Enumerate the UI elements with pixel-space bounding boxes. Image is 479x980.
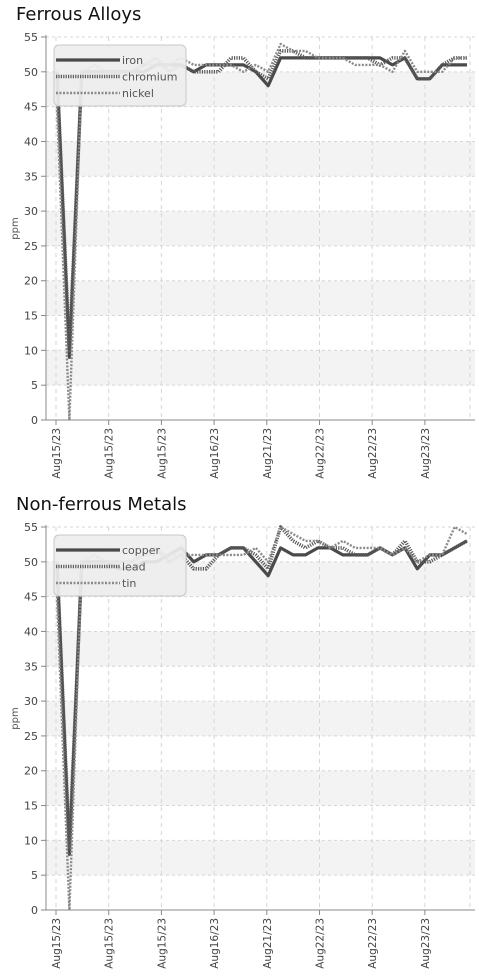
x-tick-label: Aug15/23 [156, 428, 168, 479]
y-tick-label: 50 [24, 556, 38, 569]
chart-panel-nonferrous: Non-ferrous Metals 0 5 10 15 20 25 30 35 40 45 50 5… [0, 490, 479, 980]
x-tick-label: Aug15/23 [51, 918, 63, 969]
y-tick-label: 15 [24, 310, 38, 323]
chart-title: Non-ferrous Metals [16, 494, 187, 515]
x-tick-label: Aug22/23 [315, 918, 327, 969]
x-tick-label: Aug23/23 [420, 428, 432, 479]
x-tick-label: Aug21/23 [262, 428, 274, 479]
x-tick-label: Aug22/23 [367, 428, 379, 479]
y-tick-label: 55 [24, 521, 38, 534]
x-tick-label: Aug16/23 [209, 428, 221, 479]
y-tick-label: 45 [24, 591, 38, 604]
grid-band [46, 350, 475, 386]
y-tick-label: 30 [24, 205, 38, 218]
y-tick-label: 25 [24, 240, 38, 253]
x-tick-label: Aug22/23 [315, 428, 327, 479]
grid-band [46, 280, 475, 316]
y-tick-label: 10 [24, 834, 38, 847]
chart-panel-ferrous: Ferrous Alloys 0 5 10 15 20 25 30 35 40 45 50 55 Aug… [10, 4, 475, 479]
y-grid: 0 5 10 15 20 25 30 35 40 45 50 55 [24, 31, 475, 427]
x-tick-label: Aug23/23 [420, 918, 432, 969]
x-grid: Aug15/23 Aug15/23 Aug15/23 Aug16/23 Aug21/23… [51, 37, 471, 479]
x-tick-label: Aug15/23 [156, 918, 168, 969]
legend-label-nickel: nickel [122, 87, 154, 100]
y-grid: 0 5 10 15 20 25 30 35 40 45 50 55 [24, 521, 475, 917]
y-tick-label: 5 [31, 869, 38, 882]
legend-label-tin: tin [122, 577, 136, 590]
series-line-nickel [55, 42, 467, 420]
y-tick-label: 20 [24, 765, 38, 778]
legend-label-lead: lead [122, 561, 146, 574]
y-tick-label: 0 [31, 904, 38, 917]
grid-band [46, 701, 475, 736]
x-grid: Aug15/23 Aug15/23 Aug15/23 Aug16/23 Aug21/23… [51, 527, 471, 969]
y-tick-label: 35 [24, 660, 38, 673]
grid-band [46, 770, 475, 806]
y-tick-label: 25 [24, 730, 38, 743]
legend: iron chromium nickel [53, 44, 187, 107]
y-tick-label: 20 [24, 275, 38, 288]
y-tick-label: 45 [24, 101, 38, 114]
chart-title: Ferrous Alloys [16, 4, 142, 25]
x-tick-label: Aug15/23 [51, 428, 63, 479]
grid-bands [46, 561, 475, 876]
x-tick-label: Aug22/23 [367, 918, 379, 969]
y-tick-label: 0 [31, 414, 38, 427]
y-tick-label: 40 [24, 135, 38, 148]
grid-band [46, 211, 475, 246]
grid-band [46, 840, 475, 876]
x-tick-label: Aug16/23 [209, 918, 221, 969]
y-tick-label: 40 [24, 625, 38, 638]
y-tick-label: 50 [24, 66, 38, 79]
legend-label-chromium: chromium [122, 71, 178, 84]
grid-band [46, 631, 475, 667]
y-tick-label: 15 [24, 800, 38, 813]
grid-bands [46, 71, 475, 386]
y-tick-label: 5 [31, 379, 38, 392]
x-tick-label: Aug21/23 [262, 918, 274, 969]
y-tick-label: 55 [24, 31, 38, 44]
legend-label-copper: copper [122, 544, 161, 557]
y-tick-label: 35 [24, 170, 38, 183]
y-tick-label: 30 [24, 695, 38, 708]
x-tick-label: Aug15/23 [104, 428, 116, 479]
y-axis-label: ppm [10, 217, 21, 239]
legend: copper lead tin [53, 534, 187, 597]
grid-band [46, 141, 475, 177]
y-tick-label: 10 [24, 344, 38, 357]
legend-label-iron: iron [122, 54, 143, 67]
x-tick-label: Aug15/23 [104, 918, 116, 969]
y-axis-label: ppm [10, 707, 21, 729]
